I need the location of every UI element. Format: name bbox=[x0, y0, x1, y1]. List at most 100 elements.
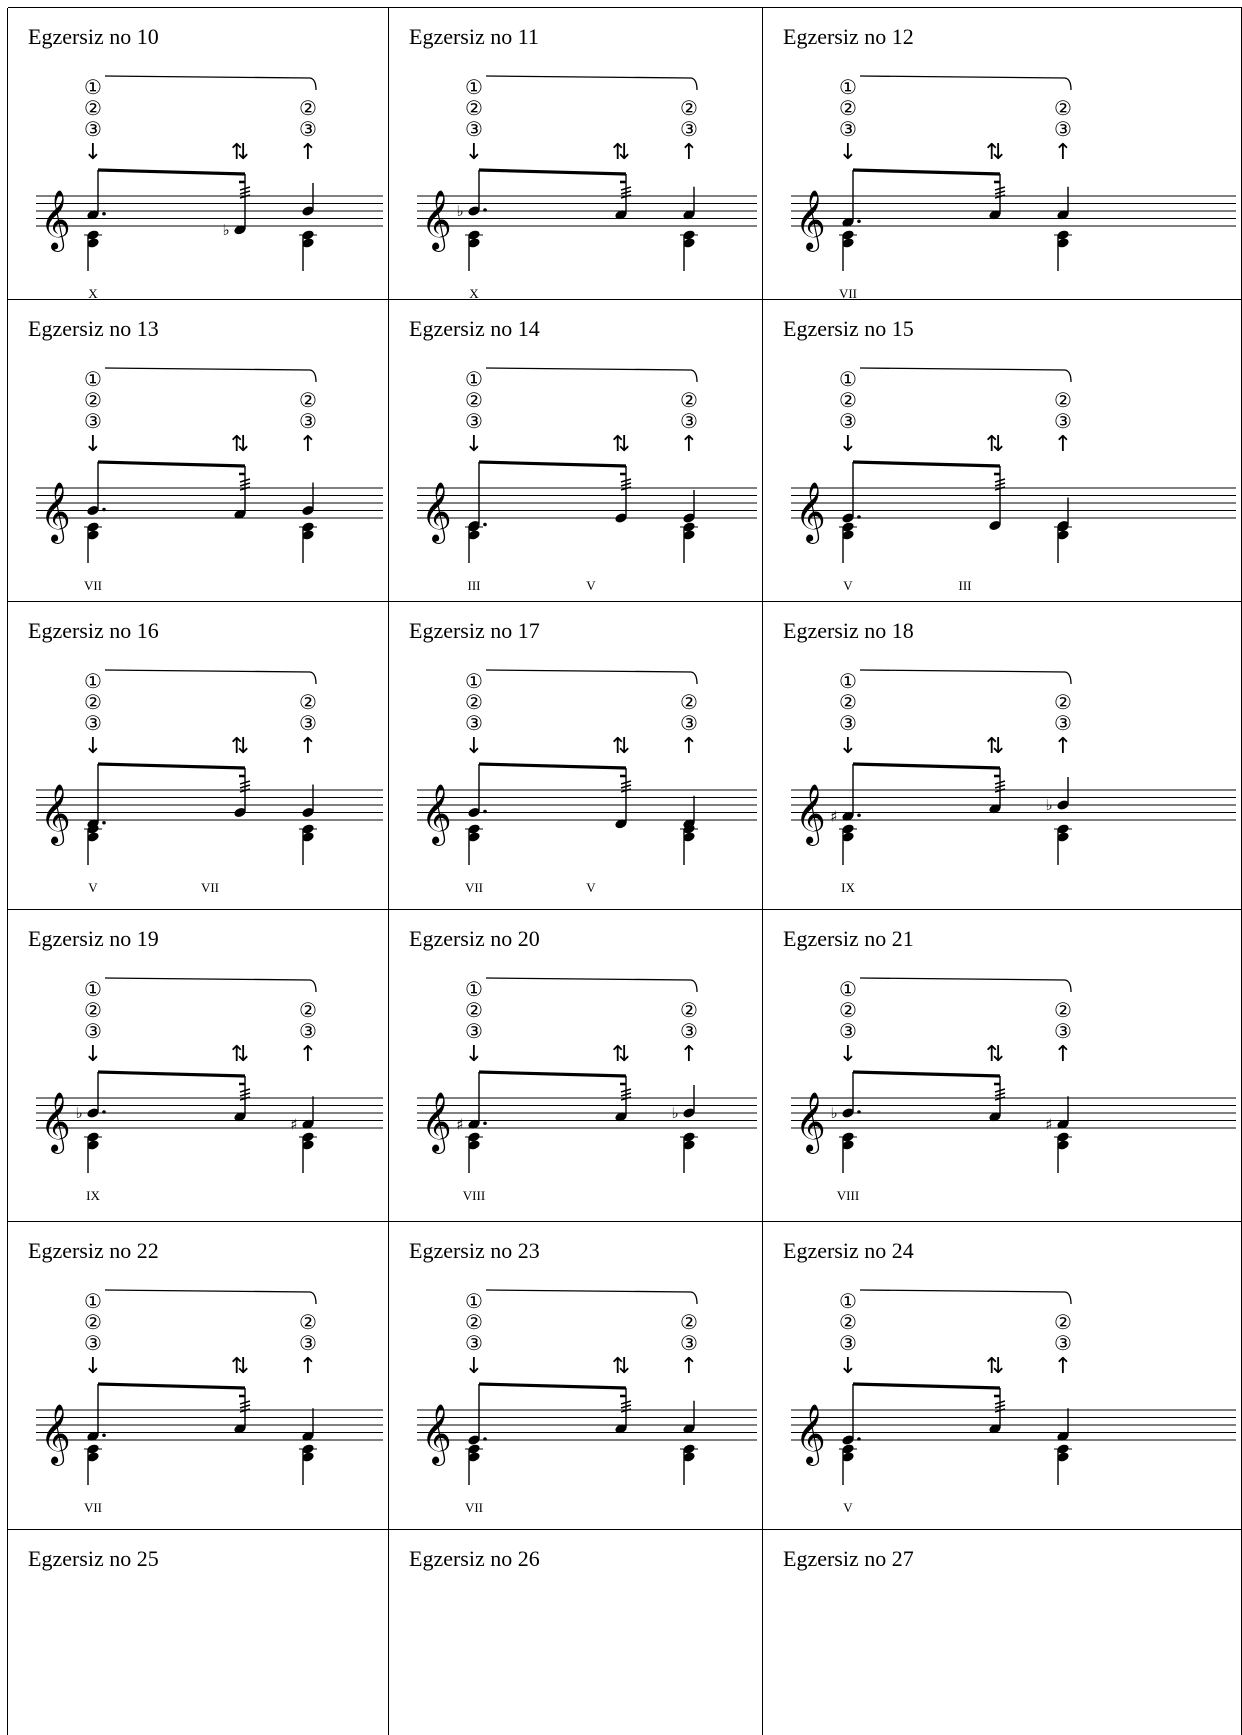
treble-clef-icon: 𝄞 bbox=[421, 784, 452, 846]
up-stroke-icon: ↑ bbox=[1054, 1354, 1072, 1379]
string-number-icon: ② bbox=[1054, 1310, 1072, 1334]
augmentation-dot bbox=[857, 219, 861, 224]
string-number-icon: ② bbox=[839, 998, 857, 1022]
string-number-icon: ③ bbox=[465, 1331, 483, 1355]
bass-chord-note bbox=[683, 1452, 695, 1462]
tremolo-slash bbox=[239, 190, 251, 195]
grid-vertical-line bbox=[7, 8, 8, 1735]
string-number-icon: ② bbox=[680, 998, 698, 1022]
exercise-cell: Egzersiz no 19 𝄞 ♭ ♯ ① ② ③ ② ③ ↓ ⇅ ↑ IX bbox=[8, 910, 389, 1222]
grid-horizontal-line bbox=[8, 909, 1242, 910]
string-number-icon: ① bbox=[839, 75, 857, 99]
position-numeral: VII bbox=[465, 1500, 483, 1515]
position-numeral: VII bbox=[839, 286, 857, 300]
string-number-icon: ③ bbox=[465, 409, 483, 433]
dotted-eighth-note bbox=[468, 1435, 480, 1445]
bass-chord-note bbox=[468, 832, 480, 842]
tremolo-slash bbox=[994, 478, 1006, 483]
exercise-title: Egzersiz no 12 bbox=[783, 24, 914, 49]
bass-chord-note bbox=[842, 824, 854, 834]
bass-chord-note bbox=[1057, 1140, 1069, 1150]
down-stroke-icon: ↓ bbox=[465, 734, 483, 759]
tremolo-slash bbox=[994, 186, 1006, 191]
dotted-eighth-note bbox=[87, 506, 99, 515]
string-number-icon: ① bbox=[465, 75, 483, 99]
bass-chord-note bbox=[87, 824, 99, 834]
bass-chord-note bbox=[302, 824, 314, 834]
exercise-title: Egzersiz no 23 bbox=[409, 1238, 540, 1263]
string-number-icon: ② bbox=[84, 690, 102, 714]
quarter-note bbox=[1057, 1119, 1069, 1129]
exercise-title: Egzersiz no 17 bbox=[409, 618, 540, 643]
exercise-cell: Egzersiz no 18 𝄞 ♯ ♭ ① ② ③ ② ③ ↓ ⇅ ↑ IX bbox=[763, 602, 1242, 910]
bass-chord-note bbox=[468, 1452, 480, 1462]
sixteenth-note bbox=[234, 1112, 246, 1122]
string-number-icon: ① bbox=[465, 669, 483, 693]
accidental-sharp-icon: ♯ bbox=[456, 1115, 463, 1133]
bass-chord-note bbox=[468, 1140, 480, 1150]
string-bracket bbox=[859, 75, 1072, 91]
accidental-flat-icon: ♭ bbox=[75, 1104, 82, 1122]
string-number-icon: ③ bbox=[680, 711, 698, 735]
tremolo-stroke-icon: ⇅ bbox=[986, 432, 1004, 457]
down-stroke-icon: ↓ bbox=[84, 432, 102, 457]
quarter-note bbox=[302, 808, 314, 817]
string-number-icon: ② bbox=[465, 998, 483, 1022]
string-number-icon: ② bbox=[299, 690, 317, 714]
bass-chord-note bbox=[842, 1444, 854, 1454]
string-number-icon: ② bbox=[465, 1310, 483, 1334]
bass-chord-note bbox=[302, 230, 314, 240]
exercise-title: Egzersiz no 16 bbox=[28, 618, 159, 643]
string-number-icon: ② bbox=[680, 388, 698, 412]
quarter-note bbox=[302, 1119, 314, 1129]
up-stroke-icon: ↑ bbox=[680, 140, 698, 165]
string-number-icon: ② bbox=[84, 96, 102, 120]
accidental-flat-icon: ♭ bbox=[222, 221, 229, 239]
bass-chord-note bbox=[683, 530, 695, 540]
up-stroke-icon: ↑ bbox=[1054, 734, 1072, 759]
down-stroke-icon: ↓ bbox=[839, 1354, 857, 1379]
tremolo-slash bbox=[994, 486, 1006, 491]
sixteenth-note bbox=[615, 1112, 627, 1122]
tremolo-stroke-icon: ⇅ bbox=[231, 1042, 249, 1067]
bass-chord-note bbox=[87, 1132, 99, 1142]
down-stroke-icon: ↓ bbox=[84, 734, 102, 759]
treble-clef-icon: 𝄞 bbox=[795, 482, 826, 544]
treble-clef-icon: 𝄞 bbox=[40, 1092, 71, 1154]
augmentation-dot bbox=[483, 1121, 487, 1126]
exercise-title: Egzersiz no 11 bbox=[409, 24, 539, 49]
dotted-eighth-note bbox=[842, 811, 854, 821]
tremolo-slash bbox=[620, 1404, 632, 1409]
sixteenth-note bbox=[615, 819, 627, 829]
bass-chord-note bbox=[1057, 238, 1069, 248]
exercise-cell: Egzersiz no 17 𝄞 ① ② ③ ② ③ ↓ ⇅ ↑ VII V bbox=[389, 602, 763, 910]
up-stroke-icon: ↑ bbox=[299, 432, 317, 457]
bass-chord-note bbox=[87, 1452, 99, 1462]
augmentation-dot bbox=[102, 507, 106, 512]
bass-chord-note bbox=[468, 522, 480, 532]
bass-chord-note bbox=[468, 1132, 480, 1142]
bass-chord-note bbox=[302, 530, 314, 540]
up-stroke-icon: ↑ bbox=[1054, 140, 1072, 165]
dotted-eighth-note bbox=[87, 210, 99, 220]
position-numeral: V bbox=[586, 578, 596, 593]
treble-clef-icon: 𝄞 bbox=[40, 1404, 71, 1466]
string-number-icon: ① bbox=[84, 977, 102, 1001]
string-number-icon: ① bbox=[465, 1289, 483, 1313]
bass-chord-note bbox=[302, 1132, 314, 1142]
up-stroke-icon: ↑ bbox=[299, 140, 317, 165]
bass-chord-note bbox=[87, 1140, 99, 1150]
string-number-icon: ② bbox=[1054, 96, 1072, 120]
bass-chord-note bbox=[683, 230, 695, 240]
down-stroke-icon: ↓ bbox=[465, 1042, 483, 1067]
exercise-title: Egzersiz no 22 bbox=[28, 1238, 159, 1263]
position-numeral: VIII bbox=[837, 1188, 859, 1203]
down-stroke-icon: ↓ bbox=[465, 1354, 483, 1379]
exercise-cell: Egzersiz no 27 bbox=[763, 1530, 1242, 1735]
string-bracket bbox=[485, 977, 698, 993]
up-stroke-icon: ↑ bbox=[299, 1354, 317, 1379]
string-number-icon: ③ bbox=[84, 1019, 102, 1043]
